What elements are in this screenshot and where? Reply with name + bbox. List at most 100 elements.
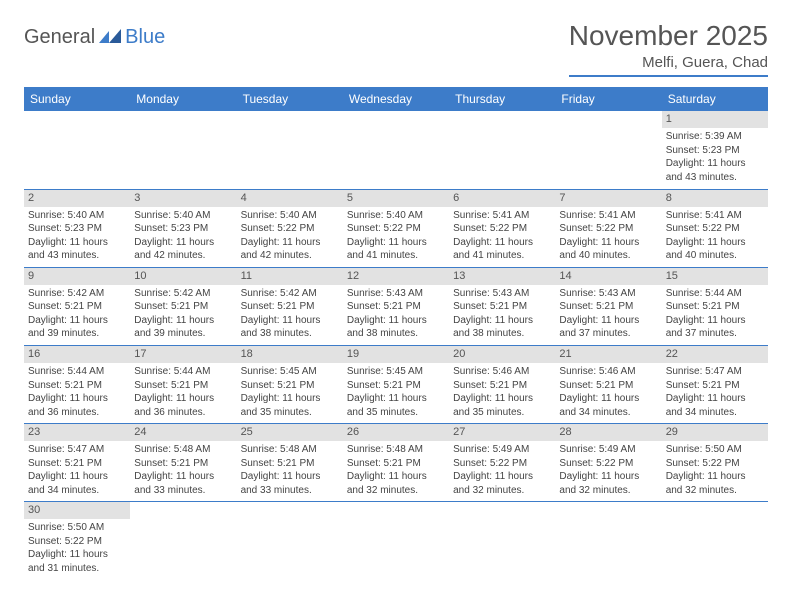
sunset-text: Sunset: 5:21 PM (28, 300, 126, 314)
day-header: Saturday (662, 87, 768, 111)
day-number: 15 (662, 268, 768, 285)
day-number: 11 (237, 268, 343, 285)
daylight-text: Daylight: 11 hours and 36 minutes. (134, 392, 232, 419)
sunset-text: Sunset: 5:21 PM (134, 379, 232, 393)
day-number: 24 (130, 424, 236, 441)
day-header: Thursday (449, 87, 555, 111)
sunset-text: Sunset: 5:21 PM (241, 300, 339, 314)
day-number: 12 (343, 268, 449, 285)
sunrise-text: Sunrise: 5:44 AM (666, 287, 764, 301)
day-number: 25 (237, 424, 343, 441)
sunset-text: Sunset: 5:21 PM (559, 379, 657, 393)
logo-text-general: General (24, 26, 95, 49)
calendar-cell: 17Sunrise: 5:44 AMSunset: 5:21 PMDayligh… (130, 345, 236, 423)
sunrise-text: Sunrise: 5:41 AM (453, 209, 551, 223)
calendar-cell: 27Sunrise: 5:49 AMSunset: 5:22 PMDayligh… (449, 424, 555, 502)
calendar-cell: 25Sunrise: 5:48 AMSunset: 5:21 PMDayligh… (237, 424, 343, 502)
sunrise-text: Sunrise: 5:45 AM (241, 365, 339, 379)
sunrise-text: Sunrise: 5:48 AM (134, 443, 232, 457)
sunrise-text: Sunrise: 5:40 AM (241, 209, 339, 223)
calendar-cell: 30Sunrise: 5:50 AMSunset: 5:22 PMDayligh… (24, 502, 130, 580)
sunset-text: Sunset: 5:22 PM (666, 457, 764, 471)
sunrise-text: Sunrise: 5:49 AM (453, 443, 551, 457)
day-content: Sunrise: 5:49 AMSunset: 5:22 PMDaylight:… (449, 441, 555, 501)
sunset-text: Sunset: 5:21 PM (559, 300, 657, 314)
daylight-text: Daylight: 11 hours and 38 minutes. (241, 314, 339, 341)
calendar-cell (130, 502, 236, 580)
calendar-cell (343, 111, 449, 189)
day-content: Sunrise: 5:44 AMSunset: 5:21 PMDaylight:… (130, 363, 236, 423)
day-number: 7 (555, 190, 661, 207)
sunrise-text: Sunrise: 5:43 AM (559, 287, 657, 301)
daylight-text: Daylight: 11 hours and 40 minutes. (559, 236, 657, 263)
calendar-cell: 24Sunrise: 5:48 AMSunset: 5:21 PMDayligh… (130, 424, 236, 502)
day-number: 29 (662, 424, 768, 441)
day-content: Sunrise: 5:41 AMSunset: 5:22 PMDaylight:… (449, 207, 555, 267)
day-content: Sunrise: 5:40 AMSunset: 5:23 PMDaylight:… (130, 207, 236, 267)
calendar-cell: 5Sunrise: 5:40 AMSunset: 5:22 PMDaylight… (343, 189, 449, 267)
calendar-cell: 4 Sunrise: 5:40 AMSunset: 5:22 PMDaylight… (237, 189, 343, 267)
sunrise-text: Sunrise: 5:47 AM (28, 443, 126, 457)
sunrise-text: Sunrise: 5:44 AM (134, 365, 232, 379)
day-content: Sunrise: 5:42 AMSunset: 5:21 PMDaylight:… (24, 285, 130, 345)
sunset-text: Sunset: 5:21 PM (241, 379, 339, 393)
calendar-cell: 29Sunrise: 5:50 AMSunset: 5:22 PMDayligh… (662, 424, 768, 502)
calendar-cell: 10Sunrise: 5:42 AMSunset: 5:21 PMDayligh… (130, 267, 236, 345)
sunrise-text: Sunrise: 5:41 AM (666, 209, 764, 223)
day-content: Sunrise: 5:40 AMSunset: 5:22 PMDaylight:… (343, 207, 449, 267)
daylight-text: Daylight: 11 hours and 34 minutes. (28, 470, 126, 497)
day-number: 17 (130, 346, 236, 363)
day-content: Sunrise: 5:45 AMSunset: 5:21 PMDaylight:… (343, 363, 449, 423)
daylight-text: Daylight: 11 hours and 31 minutes. (28, 548, 126, 575)
sunset-text: Sunset: 5:22 PM (241, 222, 339, 236)
month-title: November 2025 (569, 20, 768, 52)
calendar-cell: 3Sunrise: 5:40 AMSunset: 5:23 PMDaylight… (130, 189, 236, 267)
calendar-cell: 15Sunrise: 5:44 AMSunset: 5:21 PMDayligh… (662, 267, 768, 345)
day-number: 26 (343, 424, 449, 441)
day-content: Sunrise: 5:48 AMSunset: 5:21 PMDaylight:… (237, 441, 343, 501)
calendar-cell: 9Sunrise: 5:42 AMSunset: 5:21 PMDaylight… (24, 267, 130, 345)
sunset-text: Sunset: 5:21 PM (28, 457, 126, 471)
sunset-text: Sunset: 5:22 PM (28, 535, 126, 549)
calendar-cell (449, 111, 555, 189)
sunrise-text: Sunrise: 5:42 AM (28, 287, 126, 301)
day-content: Sunrise: 5:48 AMSunset: 5:21 PMDaylight:… (130, 441, 236, 501)
logo-text-blue: Blue (125, 26, 165, 49)
header: General Blue November 2025 Melfi, Guera,… (24, 20, 768, 77)
daylight-text: Daylight: 11 hours and 32 minutes. (559, 470, 657, 497)
day-number: 4 (237, 190, 343, 207)
day-number: 9 (24, 268, 130, 285)
sunset-text: Sunset: 5:21 PM (134, 457, 232, 471)
sunrise-text: Sunrise: 5:47 AM (666, 365, 764, 379)
daylight-text: Daylight: 11 hours and 39 minutes. (28, 314, 126, 341)
day-content: Sunrise: 5:50 AMSunset: 5:22 PMDaylight:… (662, 441, 768, 501)
sunrise-text: Sunrise: 5:46 AM (559, 365, 657, 379)
day-number: 2 (24, 190, 130, 207)
sunset-text: Sunset: 5:21 PM (347, 457, 445, 471)
sunrise-text: Sunrise: 5:43 AM (347, 287, 445, 301)
day-content: Sunrise: 5:47 AMSunset: 5:21 PMDaylight:… (662, 363, 768, 423)
day-content: Sunrise: 5:46 AMSunset: 5:21 PMDaylight:… (449, 363, 555, 423)
calendar-cell (24, 111, 130, 189)
calendar-cell: 22Sunrise: 5:47 AMSunset: 5:21 PMDayligh… (662, 345, 768, 423)
day-number: 18 (237, 346, 343, 363)
day-content: Sunrise: 5:43 AMSunset: 5:21 PMDaylight:… (555, 285, 661, 345)
calendar-cell (343, 502, 449, 580)
daylight-text: Daylight: 11 hours and 32 minutes. (666, 470, 764, 497)
calendar-cell: 2Sunrise: 5:40 AMSunset: 5:23 PMDaylight… (24, 189, 130, 267)
calendar-cell: 8Sunrise: 5:41 AMSunset: 5:22 PMDaylight… (662, 189, 768, 267)
calendar-cell: 1Sunrise: 5:39 AMSunset: 5:23 PMDaylight… (662, 111, 768, 189)
daylight-text: Daylight: 11 hours and 38 minutes. (453, 314, 551, 341)
sunset-text: Sunset: 5:23 PM (134, 222, 232, 236)
day-number: 30 (24, 502, 130, 519)
day-number: 5 (343, 190, 449, 207)
calendar-cell: 14Sunrise: 5:43 AMSunset: 5:21 PMDayligh… (555, 267, 661, 345)
calendar-cell: 11Sunrise: 5:42 AMSunset: 5:21 PMDayligh… (237, 267, 343, 345)
sunset-text: Sunset: 5:21 PM (666, 300, 764, 314)
day-content: Sunrise: 5:43 AMSunset: 5:21 PMDaylight:… (343, 285, 449, 345)
day-content: Sunrise: 5:44 AMSunset: 5:21 PMDaylight:… (662, 285, 768, 345)
daylight-text: Daylight: 11 hours and 34 minutes. (559, 392, 657, 419)
sunset-text: Sunset: 5:23 PM (28, 222, 126, 236)
calendar-cell (662, 502, 768, 580)
daylight-text: Daylight: 11 hours and 42 minutes. (241, 236, 339, 263)
